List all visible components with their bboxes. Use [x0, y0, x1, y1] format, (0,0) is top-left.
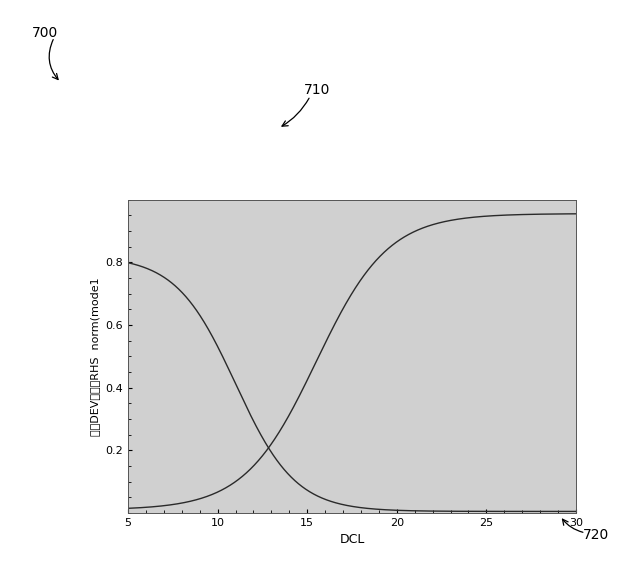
- Text: 700: 700: [32, 26, 58, 40]
- Text: 710: 710: [304, 83, 330, 97]
- X-axis label: DCL: DCL: [339, 534, 365, 547]
- Text: 720: 720: [582, 528, 609, 542]
- Y-axis label: 入力DEV－出力RHS  norm(mode1: 入力DEV－出力RHS norm(mode1: [90, 277, 100, 435]
